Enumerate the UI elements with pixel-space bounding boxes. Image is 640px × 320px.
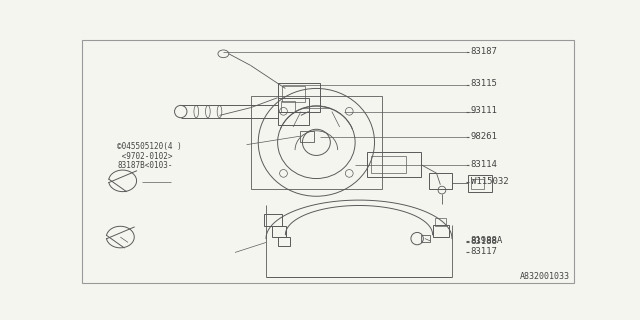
Bar [467,175,492,192]
Bar [278,98,308,125]
Bar [472,179,484,188]
Text: ©045505120(4 ): ©045505120(4 ) [117,142,182,151]
Text: 83188: 83188 [470,237,497,246]
Bar [371,156,406,173]
Text: 81988A: 81988A [470,236,503,245]
Bar [250,96,382,188]
Bar [278,237,290,246]
Bar [281,101,294,112]
Text: 98261: 98261 [470,132,497,141]
Text: 93111: 93111 [470,106,497,115]
Bar [282,86,305,101]
Bar [367,152,421,177]
Bar [421,235,430,243]
Text: <9702-0102>: <9702-0102> [117,152,173,161]
Bar [435,218,446,226]
Bar [429,173,452,188]
Bar [278,83,320,112]
Text: 83187: 83187 [470,47,497,56]
Text: 83117: 83117 [470,247,497,256]
Text: 83187B<0103-: 83187B<0103- [117,161,173,170]
Text: 83115: 83115 [470,79,497,88]
Bar [433,225,449,237]
Bar [300,131,314,141]
Text: 83114: 83114 [470,160,497,169]
Bar [272,226,286,237]
Text: W115032: W115032 [470,177,508,186]
Bar [264,214,282,226]
Text: A832001033: A832001033 [520,272,570,281]
